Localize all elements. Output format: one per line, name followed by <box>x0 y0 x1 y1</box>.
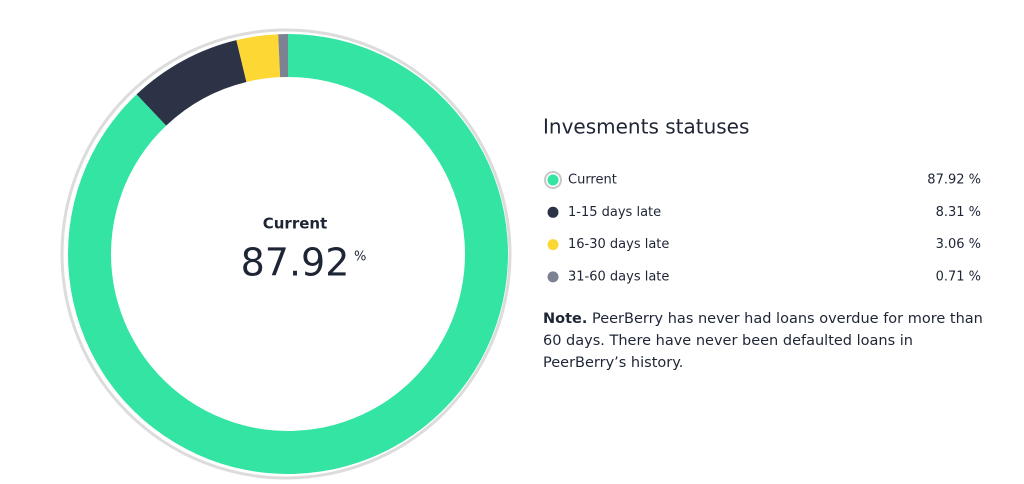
legend-label: 16-30 days late <box>568 237 669 252</box>
legend-marker <box>547 239 559 251</box>
legend-value: 3.06 % <box>936 237 981 252</box>
legend-label: 31-60 days late <box>568 269 669 284</box>
center-label: Current <box>263 215 328 233</box>
note-text: PeerBerry has never had loans overdue fo… <box>543 311 983 371</box>
slice <box>136 40 247 126</box>
center-value: 87.92 <box>241 241 350 285</box>
note-label: Note. <box>543 311 588 327</box>
legend-marker <box>547 271 559 283</box>
legend-label: Current <box>568 173 617 188</box>
legend-marker-ring <box>544 171 562 189</box>
legend-value: 8.31 % <box>936 205 981 220</box>
center-unit: % <box>354 250 366 265</box>
legend-value: 0.71 % <box>936 269 981 284</box>
slice <box>236 34 281 82</box>
legend-value: 87.92 % <box>927 173 981 188</box>
slice <box>278 34 288 78</box>
outer-ring <box>60 28 512 480</box>
legend-marker <box>547 206 559 218</box>
legend-title: Invesments statuses <box>543 115 749 139</box>
note: Note. PeerBerry has never had loans over… <box>543 308 983 374</box>
legend-marker <box>547 174 559 186</box>
legend-label: 1-15 days late <box>568 205 661 220</box>
